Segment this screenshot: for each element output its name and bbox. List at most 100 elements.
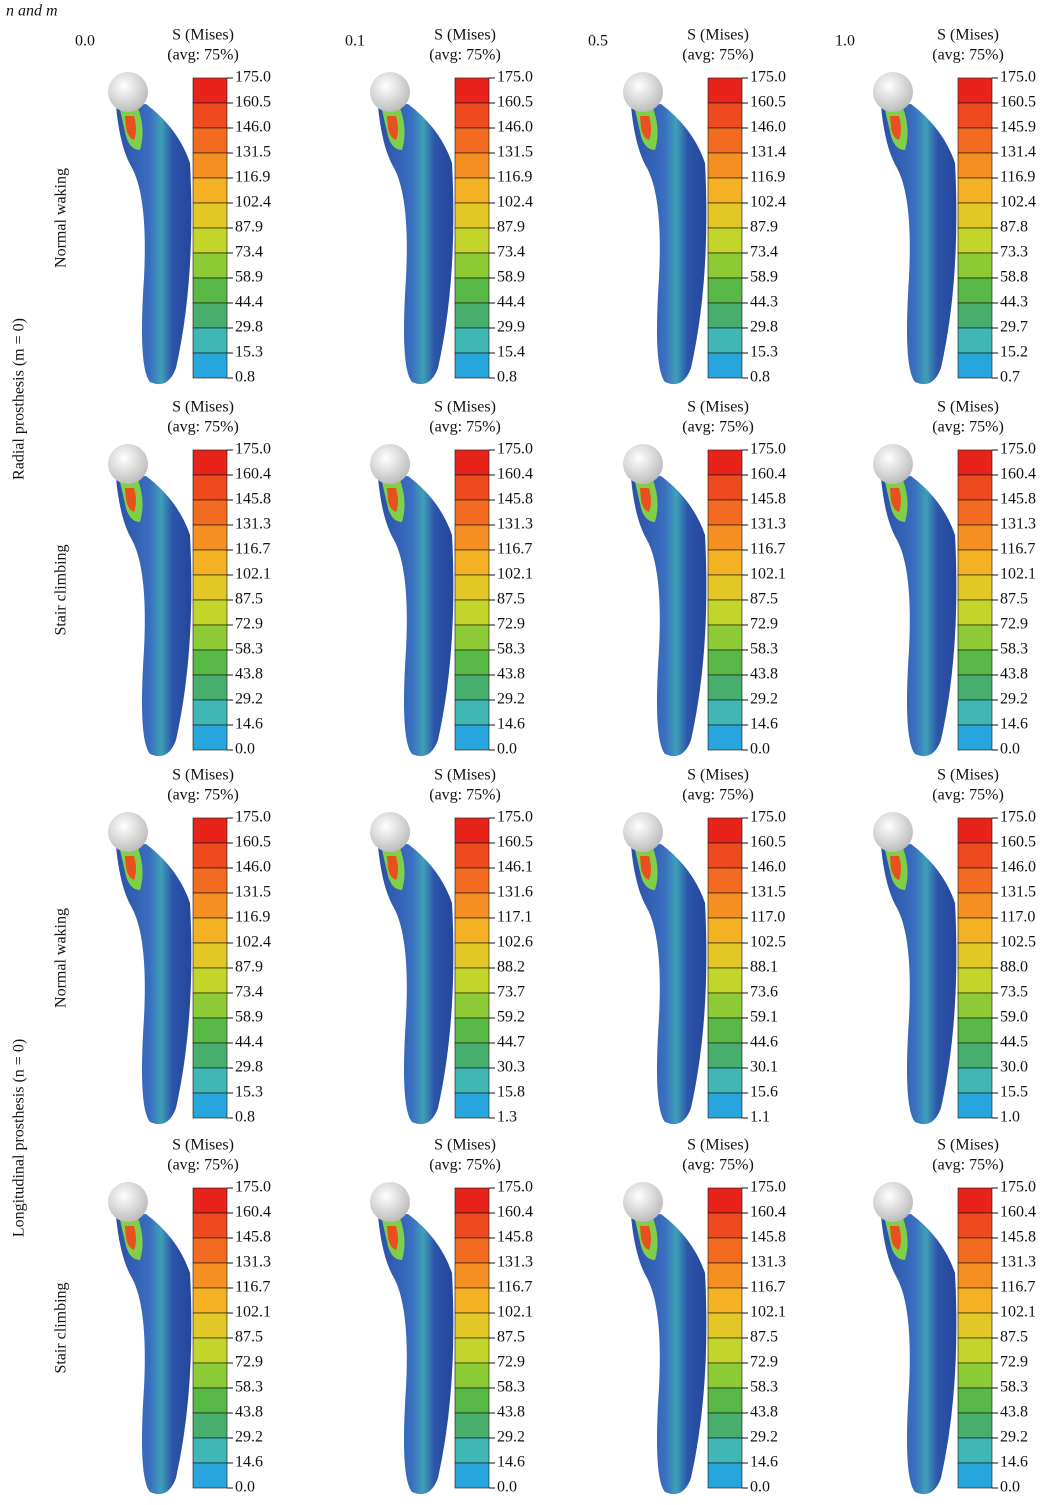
prosthesis (623, 1182, 707, 1495)
color-band (957, 227, 993, 254)
tick-label: 72.9 (750, 1354, 778, 1371)
tick-label: 175.0 (1000, 69, 1036, 86)
stress-core (890, 488, 901, 512)
tick-label: 116.7 (750, 541, 785, 558)
color-band (707, 252, 743, 279)
tick-label: 0.0 (497, 1479, 517, 1496)
tick-label: 160.4 (497, 466, 533, 483)
color-band (707, 649, 743, 676)
tick-label: 116.9 (497, 169, 532, 186)
legend-title: S (Mises) (937, 399, 999, 416)
stress-core (890, 856, 901, 880)
color-band (192, 152, 228, 179)
color-band (454, 1412, 490, 1439)
color-band (707, 1387, 743, 1414)
color-band (707, 1042, 743, 1069)
color-band (707, 1187, 743, 1214)
color-band (707, 77, 743, 104)
color-band (192, 817, 228, 844)
color-band (957, 892, 993, 919)
header: n and m (6, 3, 58, 20)
tick-label: 73.3 (1000, 244, 1028, 261)
color-band (957, 1237, 993, 1264)
legend-title: S (Mises) (687, 767, 749, 784)
color-band (192, 1462, 228, 1489)
legend-subtitle: (avg: 75%) (932, 1157, 1004, 1174)
color-band (957, 499, 993, 526)
tick-label: 145.8 (497, 1229, 533, 1246)
color-band (454, 649, 490, 676)
color-band (707, 942, 743, 969)
tick-label: 116.7 (497, 1279, 532, 1296)
legend-title: S (Mises) (434, 399, 496, 416)
tick-label: 160.5 (750, 834, 786, 851)
tick-label: 175.0 (750, 441, 786, 458)
tick-label: 116.7 (750, 1279, 785, 1296)
color-band (454, 177, 490, 204)
tick-label: 87.5 (497, 1329, 525, 1346)
tick-label: 160.4 (1000, 466, 1036, 483)
tick-label: 160.4 (750, 466, 786, 483)
tick-label: 175.0 (750, 69, 786, 86)
color-band (454, 1262, 490, 1289)
tick-label: 102.1 (1000, 1304, 1036, 1321)
tick-label: 29.8 (235, 1059, 263, 1076)
prosthesis (108, 72, 192, 385)
legend-title: S (Mises) (687, 1137, 749, 1154)
tick-label: 102.1 (750, 566, 786, 583)
color-band (192, 1437, 228, 1464)
color-band (454, 574, 490, 601)
color-band (957, 649, 993, 676)
color-band (957, 967, 993, 994)
tick-label: 102.6 (497, 934, 533, 951)
tick-label: 29.7 (1000, 319, 1028, 336)
color-band (707, 817, 743, 844)
tick-label: 29.2 (235, 691, 263, 708)
color-band (454, 917, 490, 944)
tick-label: 117.0 (1000, 909, 1035, 926)
tick-label: 58.9 (497, 269, 525, 286)
tick-label: 87.5 (750, 591, 778, 608)
femoral-head (370, 812, 410, 852)
row-label: Stair climbing (53, 1282, 70, 1373)
color-band (454, 892, 490, 919)
tick-label: 87.9 (750, 219, 778, 236)
color-band (707, 992, 743, 1019)
tick-label: 160.4 (235, 466, 271, 483)
color-band (192, 327, 228, 354)
stress-core (125, 1226, 136, 1250)
tick-label: 30.1 (750, 1059, 778, 1076)
color-band (707, 1437, 743, 1464)
color-band (454, 992, 490, 1019)
color-band (192, 624, 228, 651)
legend-title: S (Mises) (937, 1137, 999, 1154)
color-band (454, 77, 490, 104)
tick-label: 131.3 (1000, 516, 1036, 533)
tick-label: 116.7 (1000, 541, 1035, 558)
prosthesis (623, 812, 707, 1125)
legend-title: S (Mises) (434, 1137, 496, 1154)
color-band (707, 574, 743, 601)
color-band (707, 967, 743, 994)
tick-label: 102.4 (1000, 194, 1036, 211)
color-band (957, 817, 993, 844)
tick-label: 102.1 (497, 1304, 533, 1321)
femoral-head (370, 444, 410, 484)
legend-title: S (Mises) (172, 399, 234, 416)
color-band (192, 1067, 228, 1094)
stress-core (387, 856, 398, 880)
color-band (957, 1017, 993, 1044)
tick-label: 14.6 (750, 716, 778, 733)
color-band (957, 1462, 993, 1489)
tick-label: 58.9 (235, 269, 263, 286)
tick-label: 43.8 (750, 666, 778, 683)
legend-subtitle: (avg: 75%) (167, 47, 239, 64)
tick-label: 87.8 (1000, 219, 1028, 236)
legend-title: S (Mises) (937, 767, 999, 784)
color-band (454, 1187, 490, 1214)
tick-label: 72.9 (497, 1354, 525, 1371)
color-band (192, 499, 228, 526)
femoral-head (623, 72, 663, 112)
tick-label: 15.3 (750, 344, 778, 361)
color-band (192, 1262, 228, 1289)
